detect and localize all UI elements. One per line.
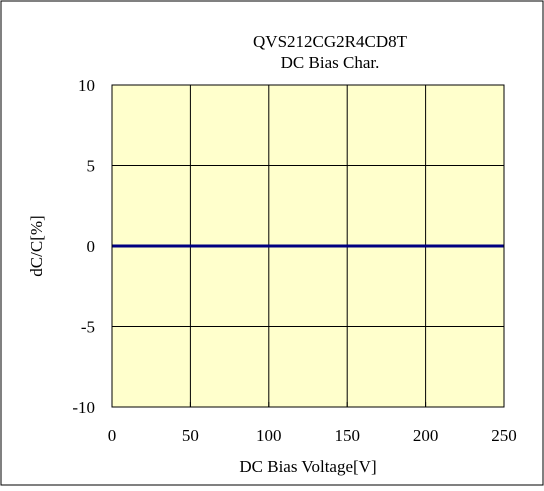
x-tick-label: 50: [182, 426, 199, 445]
x-tick-label: 250: [491, 426, 517, 445]
y-tick-labels: 10 5 0 -5 -10: [72, 76, 95, 417]
x-axis-label: DC Bias Voltage[V]: [239, 457, 376, 476]
y-tick-label: 5: [87, 157, 96, 176]
y-tick-label: 10: [78, 76, 95, 95]
plot-border: [111, 84, 505, 408]
x-tick-labels: 0 50 100 150 200 250: [108, 426, 517, 445]
y-tick-label: -10: [72, 398, 95, 417]
x-tick-label: 200: [413, 426, 439, 445]
x-tick-label: 150: [334, 426, 360, 445]
y-tick-label: 0: [87, 237, 96, 256]
x-tick-label: 0: [108, 426, 117, 445]
y-tick-label: -5: [81, 318, 95, 337]
y-axis-label: dC/C[%]: [27, 215, 46, 276]
x-tick-label: 100: [256, 426, 282, 445]
chart-subtitle: DC Bias Char.: [281, 53, 380, 72]
chart-title: QVS212CG2R4CD8T: [253, 32, 408, 51]
